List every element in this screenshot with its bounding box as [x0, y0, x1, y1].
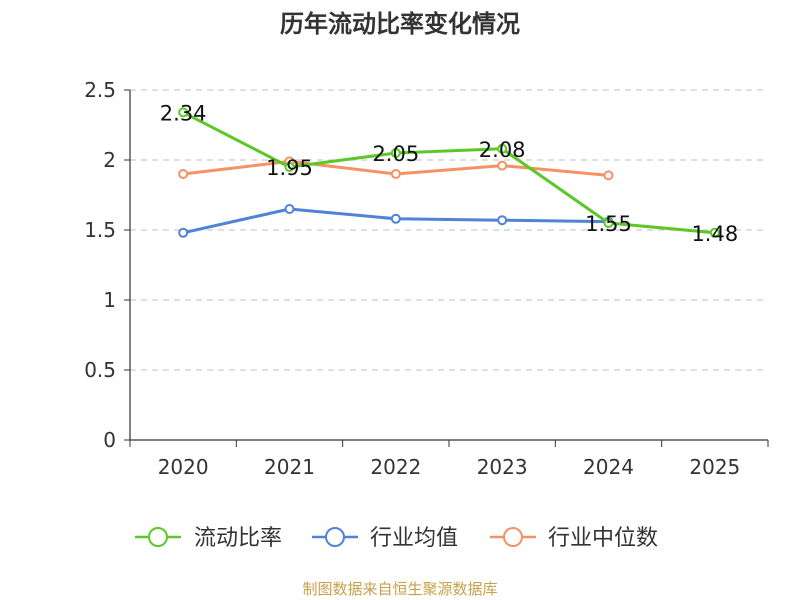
data-point [497, 160, 508, 171]
legend: 流动比率 行业均值 行业中位数 [135, 526, 658, 551]
x-tick-label: 2023 [477, 455, 528, 479]
x-tick-label: 2024 [583, 455, 634, 479]
data-point [284, 162, 295, 172]
axes: 0 0.5 1 1.5 2 2.5 2020 2021 2022 2023 2024 2025 [84, 78, 769, 479]
legend-label: 行业中位数 [548, 526, 658, 551]
source-note: 制图数据来自恒生聚源数据库 [302, 580, 498, 598]
data-label: 2.08 [479, 138, 526, 162]
data-point [390, 213, 401, 224]
y-tick-label: 1.5 [84, 218, 116, 242]
data-point [390, 169, 401, 179]
data-point [284, 204, 295, 214]
y-tick-label: 2 [103, 148, 116, 172]
x-tick-label: 2022 [370, 455, 421, 479]
data-point [178, 107, 189, 118]
data-point [178, 169, 189, 179]
legend-swatch-marker [503, 527, 523, 547]
data-point [497, 215, 508, 226]
data-label: 2.05 [372, 142, 419, 166]
x-tick-label: 2020 [158, 455, 209, 479]
legend-label: 流动比率 [194, 526, 282, 551]
series-lines [178, 107, 720, 238]
data-label: 2.34 [160, 101, 207, 125]
legend-label: 行业均值 [370, 526, 458, 551]
data-labels: 2.34 1.95 2.05 2.08 1.55 1.48 [160, 101, 738, 245]
x-tick-label: 2021 [264, 455, 315, 479]
data-label: 1.95 [266, 156, 313, 180]
data-point [603, 218, 614, 228]
legend-swatch-marker [325, 527, 345, 547]
data-point [603, 170, 614, 181]
data-point [497, 143, 508, 154]
data-point [178, 227, 189, 238]
y-tick-label: 0 [103, 428, 116, 452]
data-label: 1.55 [585, 212, 632, 236]
y-tick-label: 2.5 [84, 78, 116, 102]
x-tick-label: 2025 [689, 455, 740, 479]
data-label: 1.48 [691, 222, 738, 246]
data-point [390, 148, 401, 158]
y-tick-label: 0.5 [84, 358, 116, 382]
chart-title: 历年流动比率变化情况 [280, 10, 520, 38]
legend-swatch-marker [148, 527, 168, 547]
gridlines [130, 89, 768, 371]
series-line-0 [182, 111, 715, 235]
data-point [709, 227, 720, 238]
y-tick-label: 1 [103, 288, 116, 312]
